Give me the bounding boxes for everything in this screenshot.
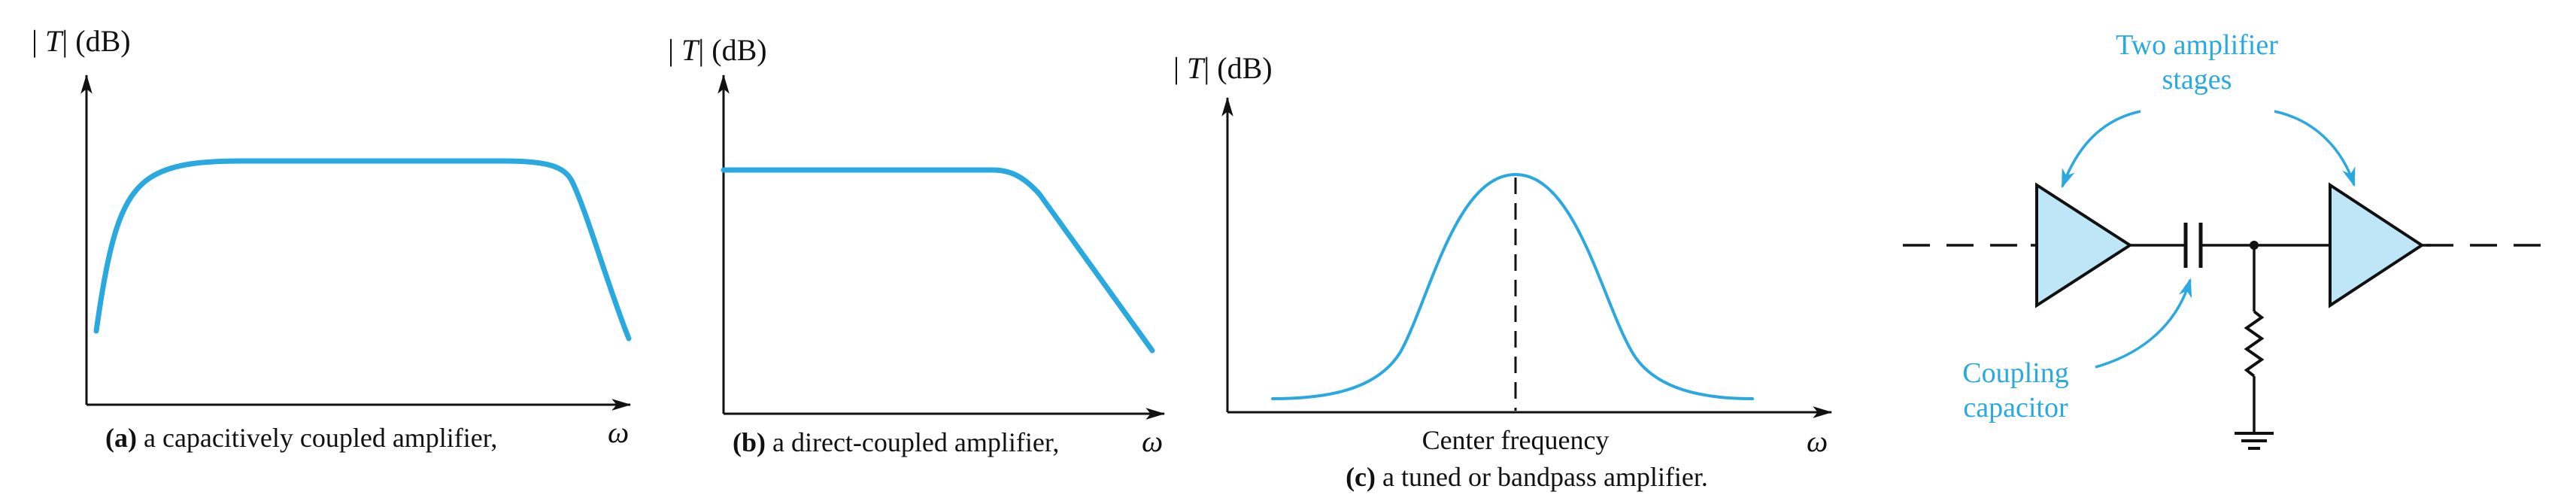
panel-c-center-frequency-label: Center frequency — [1422, 425, 1610, 455]
panel-b-response-curve — [721, 167, 1155, 354]
panel-a-response-curve — [93, 158, 632, 342]
panel-b-ylabel: | T| (dB) — [668, 33, 767, 67]
panel-c-omega-label: ω — [1807, 424, 1828, 458]
panel-c-caption: (c) a tuned or bandpass amplifier. — [1346, 462, 1708, 492]
panel-b-direct-coupled: | T| (dB) ω (b) a direct-coupled amplifi… — [668, 33, 1166, 458]
resistor-zigzag — [2244, 310, 2265, 378]
coupling-circuit: Two amplifier stages Coupling capacitor — [1903, 29, 2557, 450]
coupling-capacitor-label-line1: Coupling — [1962, 357, 2068, 389]
panel-a-capacitively-coupled: | T| (dB) ω (a) a capacitively coupled a… — [32, 24, 632, 453]
amplifier-stages-label-line2: stages — [2162, 64, 2232, 96]
amplifier-stage-1 — [2035, 182, 2133, 308]
panel-b-omega-label: ω — [1142, 424, 1163, 458]
amplifier-stage-2 — [2329, 182, 2425, 308]
arrow-to-amplifier-1 — [2061, 110, 2141, 189]
panel-a-caption: (a) a capacitively coupled amplifier, — [105, 423, 497, 453]
arrow-to-amplifier-2 — [2274, 110, 2356, 187]
panel-a-ylabel: | T| (dB) — [32, 24, 131, 58]
panel-c-tuned-bandpass: | T| (dB) ω Center frequency (c) a tuned… — [1173, 51, 1833, 492]
arrow-to-coupling-capacitor — [2095, 278, 2192, 369]
panel-c-bandpass-curve — [1271, 172, 1754, 400]
amplifier-stages-label-line1: Two amplifier — [2116, 29, 2278, 61]
panel-c-ylabel: | T| (dB) — [1173, 51, 1273, 85]
coupling-capacitor-label-line2: capacitor — [1963, 392, 2068, 424]
panel-a-omega-label: ω — [608, 415, 629, 449]
panel-b-caption: (b) a direct-coupled amplifier, — [733, 427, 1059, 457]
